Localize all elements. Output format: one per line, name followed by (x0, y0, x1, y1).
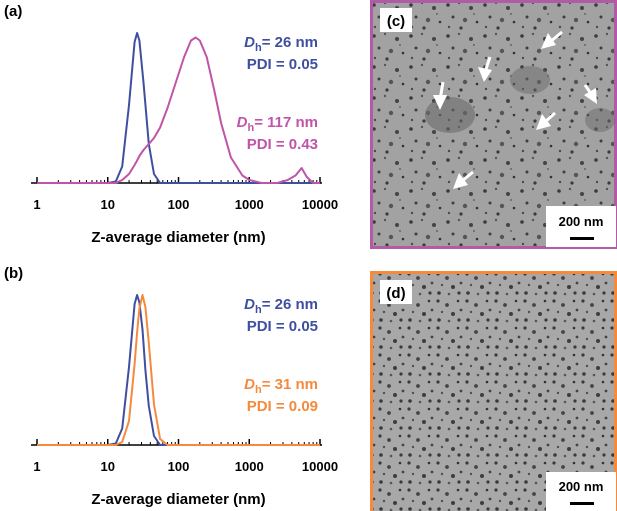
panel-label: (d) (386, 285, 405, 302)
scale-bar-label: 200 nm (559, 479, 604, 494)
x-tick-label: 1000 (235, 197, 264, 212)
annotation-pdi: PDI = 0.09 (247, 398, 318, 415)
series-line (37, 294, 320, 446)
annotation-pdi: PDI = 0.05 (247, 56, 318, 73)
annotation-dh: Dh= 26 nm (244, 296, 318, 316)
x-axis-label: Z-average diameter (nm) (91, 491, 265, 508)
x-tick-label: 10 (101, 197, 115, 212)
x-tick-label: 10000 (302, 459, 338, 474)
subscript: h (255, 42, 262, 54)
subscript: h (255, 384, 262, 396)
x-tick-label: 10 (101, 459, 115, 474)
x-tick-label: 1 (33, 197, 40, 212)
annotation-pdi: PDI = 0.05 (247, 318, 318, 335)
annotation-dh: Dh= 26 nm (244, 34, 318, 54)
x-axis-label: Z-average diameter (nm) (91, 229, 265, 246)
micrograph-d: (d) 200 nm (370, 271, 617, 511)
series-line (37, 32, 320, 184)
x-tick-label: 100 (168, 197, 190, 212)
symbol: D (244, 376, 255, 393)
panel-label: (c) (387, 13, 405, 30)
series-line (37, 36, 320, 184)
micrograph-c: (c) 200 nm (370, 0, 617, 249)
panel-label: (a) (4, 3, 22, 20)
x-tick-label: 10000 (302, 197, 338, 212)
series-line (37, 294, 320, 446)
value-text: = 26 nm (262, 296, 318, 313)
scale-bar-label: 200 nm (559, 214, 604, 229)
annotation-dh: Dh= 117 nm (237, 114, 318, 134)
annotation-dh: Dh= 31 nm (244, 376, 318, 396)
scale-bar (570, 502, 594, 505)
subscript: h (247, 122, 254, 134)
x-tick-label: 1000 (235, 459, 264, 474)
symbol: D (237, 114, 248, 131)
x-tick-label: 100 (168, 459, 190, 474)
panel-label: (b) (4, 265, 23, 282)
subscript: h (255, 304, 262, 316)
value-text: = 26 nm (262, 34, 318, 51)
annotation-pdi: PDI = 0.43 (247, 136, 318, 153)
x-tick-label: 1 (33, 459, 40, 474)
value-text: = 117 nm (254, 114, 318, 131)
symbol: D (244, 296, 255, 313)
scale-bar (570, 237, 594, 240)
symbol: D (244, 34, 255, 51)
value-text: = 31 nm (262, 376, 318, 393)
